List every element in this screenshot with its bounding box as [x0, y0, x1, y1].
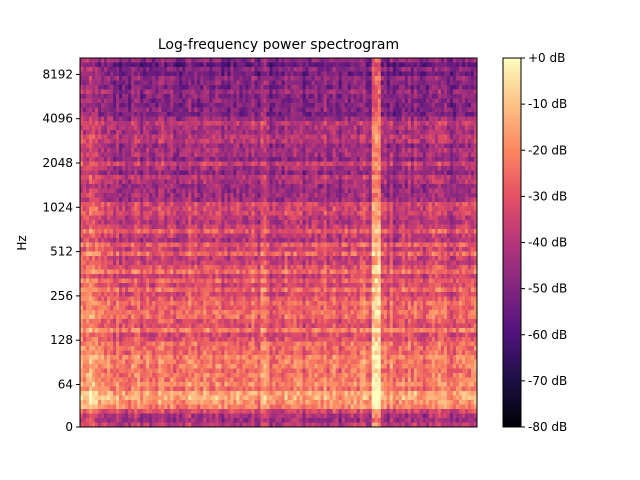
colorbar-tick-label: -80 dB: [528, 420, 567, 434]
colorbar-ticks: +0 dB -10 dB -20 dB -30 dB -40 dB -50 dB -60 d…: [521, 51, 567, 434]
colorbar-tick-label: +0 dB: [528, 51, 565, 65]
y-tick-label: 64: [58, 378, 73, 392]
colorbar-tick-label: -10 dB: [528, 97, 567, 111]
y-tick-label: 4096: [42, 112, 73, 126]
y-tick-label: 0: [65, 420, 73, 434]
colorbar-tick-label: -30 dB: [528, 189, 567, 203]
y-tick-label: 8192: [42, 67, 73, 81]
y-axis-label: Hz: [15, 235, 29, 250]
chart-title: Log-frequency power spectrogram: [158, 37, 399, 53]
colorbar-tick-label: -20 dB: [528, 143, 567, 157]
spectrogram-heatmap: [80, 58, 477, 427]
y-axis-ticks: 0 64 128 256 512 1024 2048 4096 8192: [42, 67, 80, 434]
colorbar: [502, 57, 522, 428]
colorbar-tick-label: -40 dB: [528, 236, 567, 250]
plot-frame: [79, 57, 478, 428]
y-tick-label: 2048: [42, 156, 73, 170]
y-tick-label: 1024: [42, 200, 73, 214]
colorbar-tick-label: -60 dB: [528, 328, 567, 342]
colorbar-tick-label: -50 dB: [528, 282, 567, 296]
y-tick-label: 512: [50, 245, 73, 259]
colorbar-tick-label: -70 dB: [528, 374, 567, 388]
y-tick-label: 256: [50, 289, 73, 303]
y-tick-label: 128: [50, 333, 73, 347]
